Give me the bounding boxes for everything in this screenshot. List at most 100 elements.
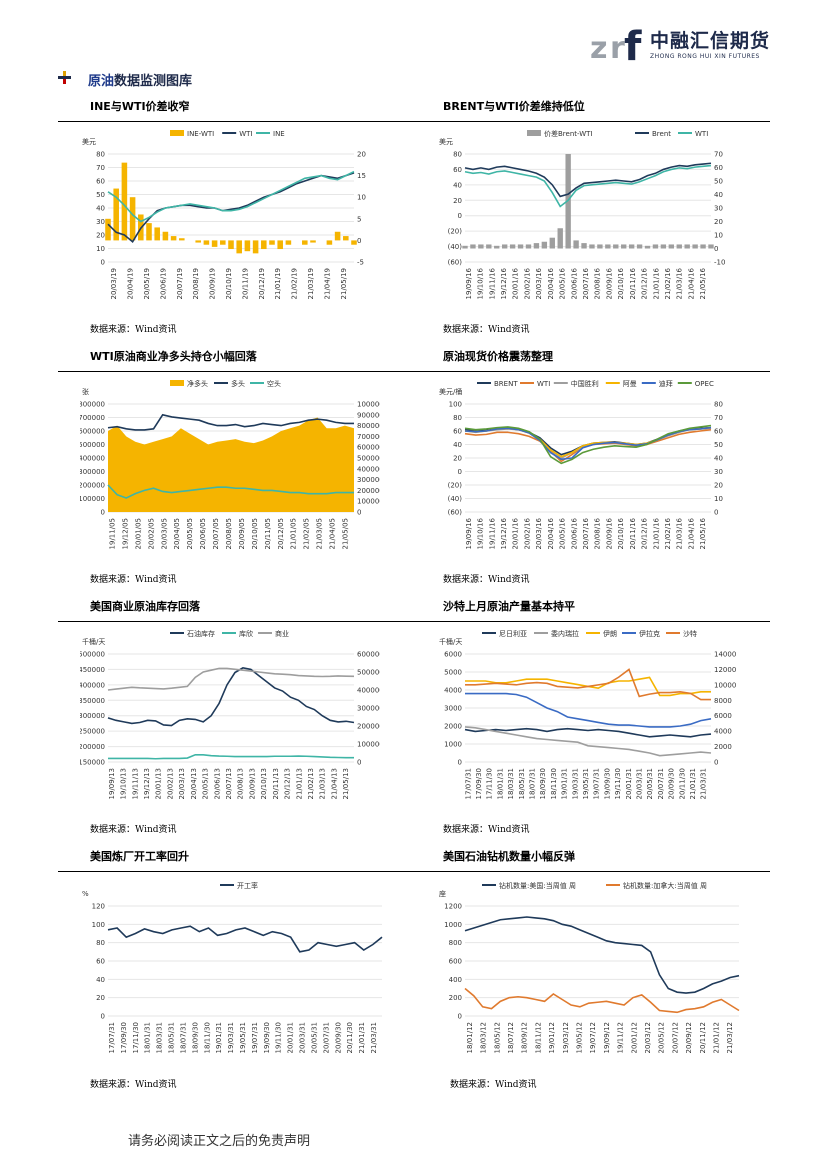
legend-item: 空头	[250, 379, 281, 388]
x-tick-label: 20/12/05	[277, 518, 285, 549]
legend-label: 空头	[267, 379, 281, 388]
x-tick-label: 21/02/13	[307, 768, 315, 799]
panel-title: 原油现货价格震荡整理	[443, 350, 553, 363]
data-line	[107, 413, 354, 431]
y-tick-label: 1000	[444, 921, 462, 929]
x-tick-label: 20/10/16	[617, 517, 625, 549]
y-unit-label: 千桶/天	[82, 637, 105, 646]
data-bar	[605, 244, 611, 249]
x-tick-label: 21/01/19	[274, 268, 282, 299]
source-note: 数据来源：Wind资讯	[443, 825, 530, 835]
y2-tick-label: 20	[357, 151, 366, 159]
y-unit-label: 千桶/天	[439, 637, 462, 646]
data-bar	[113, 188, 119, 241]
svg-text:r: r	[610, 31, 625, 66]
x-tick-label: 21/01/12	[712, 1022, 720, 1053]
legend-item: 伊拉克	[622, 629, 660, 638]
data-bar	[334, 231, 341, 241]
logo-chinese: 中融汇信期货	[650, 30, 771, 52]
legend-item: 阿曼	[605, 379, 637, 388]
chart-rig-count: 座 钻机数量:美国:当周值 周 钻机数量:加拿大:当周值 周 1200 1000 800 6…	[439, 881, 740, 1053]
x-tick-label: 21/04/05	[329, 518, 337, 549]
legend-swatch	[527, 130, 541, 136]
data-line	[464, 426, 712, 461]
x-tick-label: 20/03/19	[110, 268, 118, 299]
x-tick-label: 18/05/31	[168, 1022, 176, 1053]
legend-label: 净多头	[187, 379, 208, 388]
legend-label: 伊朗	[603, 629, 617, 638]
legend-label: 中国胜利	[571, 379, 599, 388]
y2-tick-label: 200000	[357, 723, 380, 731]
data-bar	[597, 244, 603, 249]
legend-label: 迪拜	[659, 379, 673, 388]
data-bar	[326, 240, 333, 245]
y2-tick-label: 800000	[357, 422, 380, 430]
x-tick-label: 21/03/13	[319, 768, 327, 799]
y-tick-label: 100000	[80, 495, 105, 503]
data-bar	[644, 245, 651, 249]
legend-label: 委内瑞拉	[551, 629, 579, 638]
data-bar	[509, 244, 516, 249]
y-tick-label: 10	[96, 245, 105, 253]
data-bar	[621, 244, 627, 249]
source-note: 数据来源：Wind资讯	[443, 325, 530, 335]
legend-item: 多头	[214, 379, 245, 388]
x-tick-label: 20/12/16	[641, 517, 649, 549]
y-tick-label: (60)	[448, 259, 463, 267]
x-tick-label: 20/01/05	[134, 518, 142, 549]
data-bar	[581, 243, 587, 249]
y-tick-label: 20	[453, 197, 462, 205]
y2-tick-label: 30	[714, 468, 723, 476]
y2-tick-label: 20	[714, 218, 723, 226]
x-tick-label: 18/07/31	[529, 768, 537, 799]
source-note: 数据来源：Wind资讯	[90, 825, 177, 835]
data-bar	[470, 244, 476, 249]
y2-tick-label: 50	[714, 178, 723, 186]
x-tick-label: 21/04/16	[687, 517, 695, 549]
y-tick-label: 30	[96, 218, 105, 226]
x-tick-label: 21/04/19	[323, 268, 331, 299]
y2-tick-label: 300000	[357, 476, 380, 484]
x-tick-label: 18/05/31	[518, 768, 526, 799]
y-tick-label: 80	[453, 414, 462, 422]
x-tick-label: 20/03/12	[644, 1022, 652, 1053]
x-tick-label: 20/03/31	[299, 1022, 307, 1053]
x-tick-label: 19/10/16	[477, 517, 485, 549]
x-tick-label: 19/11/12	[617, 1022, 625, 1053]
y-tick-label: 1350000	[80, 697, 105, 705]
x-tick-label: 18/03/31	[156, 1022, 164, 1053]
legend-item: 尼日利亚	[482, 629, 527, 638]
y-tick-label: 1000	[444, 741, 462, 749]
y2-tick-label: 10	[714, 232, 723, 240]
chart-wti-net-long: 张 净多头 多头 空头 800000 700000 600000 500000 400000 30…	[80, 379, 380, 549]
data-bar	[478, 244, 484, 249]
x-tick-label: 20/02/13	[166, 768, 174, 799]
x-tick-label: 20/10/16	[617, 267, 625, 299]
y-tick-label: 80	[453, 151, 462, 159]
y2-tick-label: 80	[714, 401, 723, 409]
x-tick-label: 20/09/16	[605, 267, 613, 299]
data-bar	[252, 240, 259, 254]
x-tick-label: 20/05/16	[559, 517, 567, 549]
y-tick-label: 4000	[444, 687, 462, 695]
y-tick-label: (20)	[448, 482, 463, 490]
y-tick-label: 600000	[80, 428, 105, 436]
x-tick-label: 17/07/31	[108, 1022, 116, 1053]
panel-title: 沙特上月原油产量基本持平	[443, 600, 575, 613]
y2-tick-label: 0	[714, 759, 718, 767]
x-tick-label: 17/07/31	[464, 768, 472, 799]
y-tick-label: 80	[96, 939, 105, 947]
x-tick-label: 20/03/16	[535, 517, 543, 549]
legend-item: 开工率	[220, 881, 258, 890]
legend-item: 钻机数量:美国:当周值 周	[482, 881, 576, 890]
x-tick-label: 19/11/30	[275, 1022, 283, 1053]
x-tick-label: 20/06/16	[570, 267, 578, 299]
y-tick-label: 5000	[444, 669, 462, 677]
x-tick-label: 19/01/31	[561, 768, 569, 799]
data-bar	[211, 240, 218, 247]
x-tick-label: 20/09/13	[248, 768, 256, 799]
data-bar	[203, 240, 210, 245]
x-tick-label: 18/01/12	[466, 1022, 474, 1053]
x-tick-label: 20/11/16	[629, 267, 637, 299]
x-tick-label: 18/01/31	[496, 768, 504, 799]
